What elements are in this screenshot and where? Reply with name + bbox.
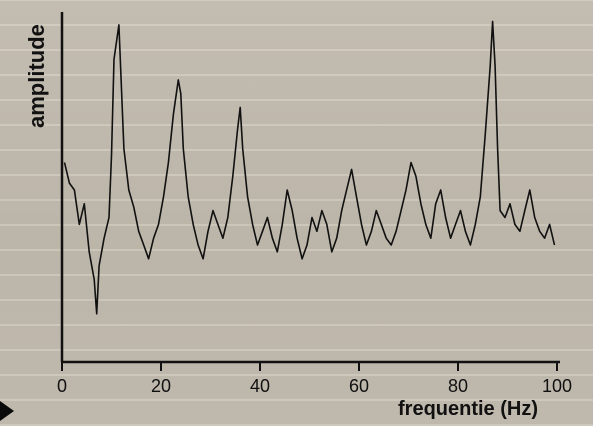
x-tick-label: 100 bbox=[542, 376, 572, 396]
y-axis-label: amplitude bbox=[24, 24, 49, 128]
x-tick-labels: 0 20 40 60 80 100 bbox=[57, 376, 572, 396]
spectrum-line bbox=[63, 20, 556, 315]
pointer-arrow-icon bbox=[0, 401, 14, 421]
series-group bbox=[63, 20, 556, 315]
x-tick-label: 60 bbox=[349, 376, 369, 396]
axes bbox=[60, 12, 560, 364]
x-tick-label: 0 bbox=[57, 376, 67, 396]
x-tick-label: 40 bbox=[250, 376, 270, 396]
x-ticks bbox=[61, 362, 558, 371]
x-tick-label: 20 bbox=[151, 376, 171, 396]
x-axis-label: frequentie (Hz) bbox=[398, 398, 538, 420]
x-tick-label: 80 bbox=[448, 376, 468, 396]
